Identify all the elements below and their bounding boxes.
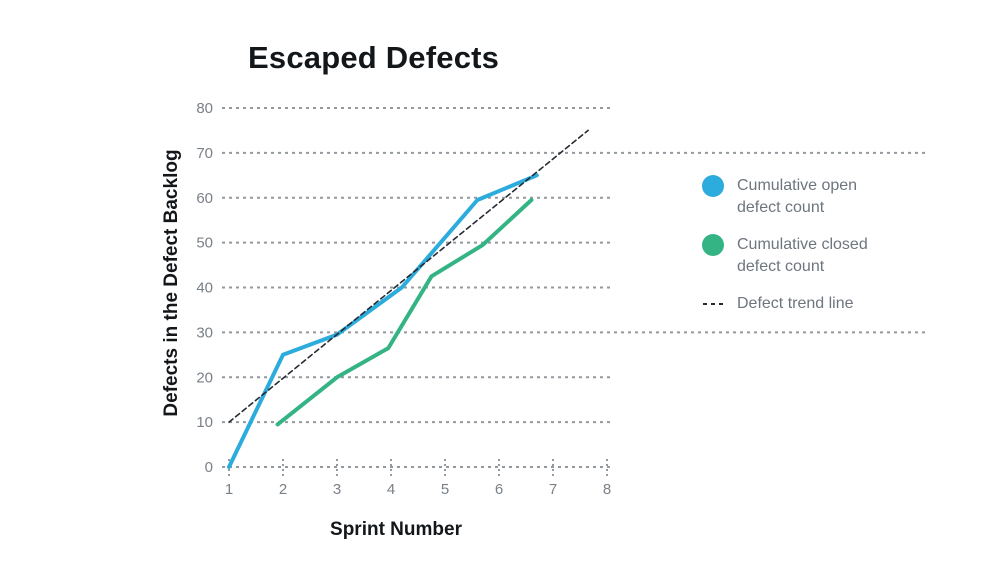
x-tick-label-6: 6 (495, 481, 503, 498)
x-tick-label-5: 5 (441, 481, 449, 498)
open-defects-circle-icon (702, 175, 724, 197)
y-tick-label-40: 40 (196, 280, 213, 297)
x-tick-label-3: 3 (333, 481, 341, 498)
legend-item-closed-defects: Cumulative closed defect count (702, 234, 932, 278)
y-tick-label-70: 70 (196, 145, 213, 162)
x-tick-label-2: 2 (279, 481, 287, 498)
y-tick-label-60: 60 (196, 190, 213, 207)
legend-label-trend-line: Defect trend line (737, 295, 854, 312)
y-tick-label-30: 30 (196, 324, 213, 341)
closed-defects-circle-icon (702, 234, 724, 256)
legend-label-closed-defects: Cumulative closed defect count (737, 236, 868, 275)
legend-item-trend-line: Defect trend line (702, 293, 932, 315)
legend-label-open-defects: Cumulative open defect count (737, 177, 858, 216)
y-tick-label-50: 50 (196, 235, 213, 252)
chart-title: Escaped Defects (248, 40, 500, 75)
x-tick-label-1: 1 (225, 481, 233, 498)
series-defect-trend-line (228, 129, 589, 423)
series-cumulative-closed-defect-count (275, 198, 534, 427)
x-tick-label-7: 7 (549, 481, 557, 498)
y-tick-label-10: 10 (196, 414, 213, 431)
y-tick-label-80: 80 (196, 100, 213, 117)
y-tick-label-0: 0 (205, 459, 213, 476)
trend-dash-icon (703, 303, 724, 305)
x-axis-title: Sprint Number (330, 519, 462, 540)
x-tick-label-4: 4 (387, 481, 395, 498)
x-tick-label-8: 8 (603, 481, 611, 498)
series-cumulative-open-defect-count (227, 173, 539, 469)
legend-item-open-defects: Cumulative open defect count (702, 175, 932, 219)
y-tick-label-20: 20 (196, 369, 213, 386)
legend: Cumulative open defect count Cumulative … (702, 175, 932, 330)
